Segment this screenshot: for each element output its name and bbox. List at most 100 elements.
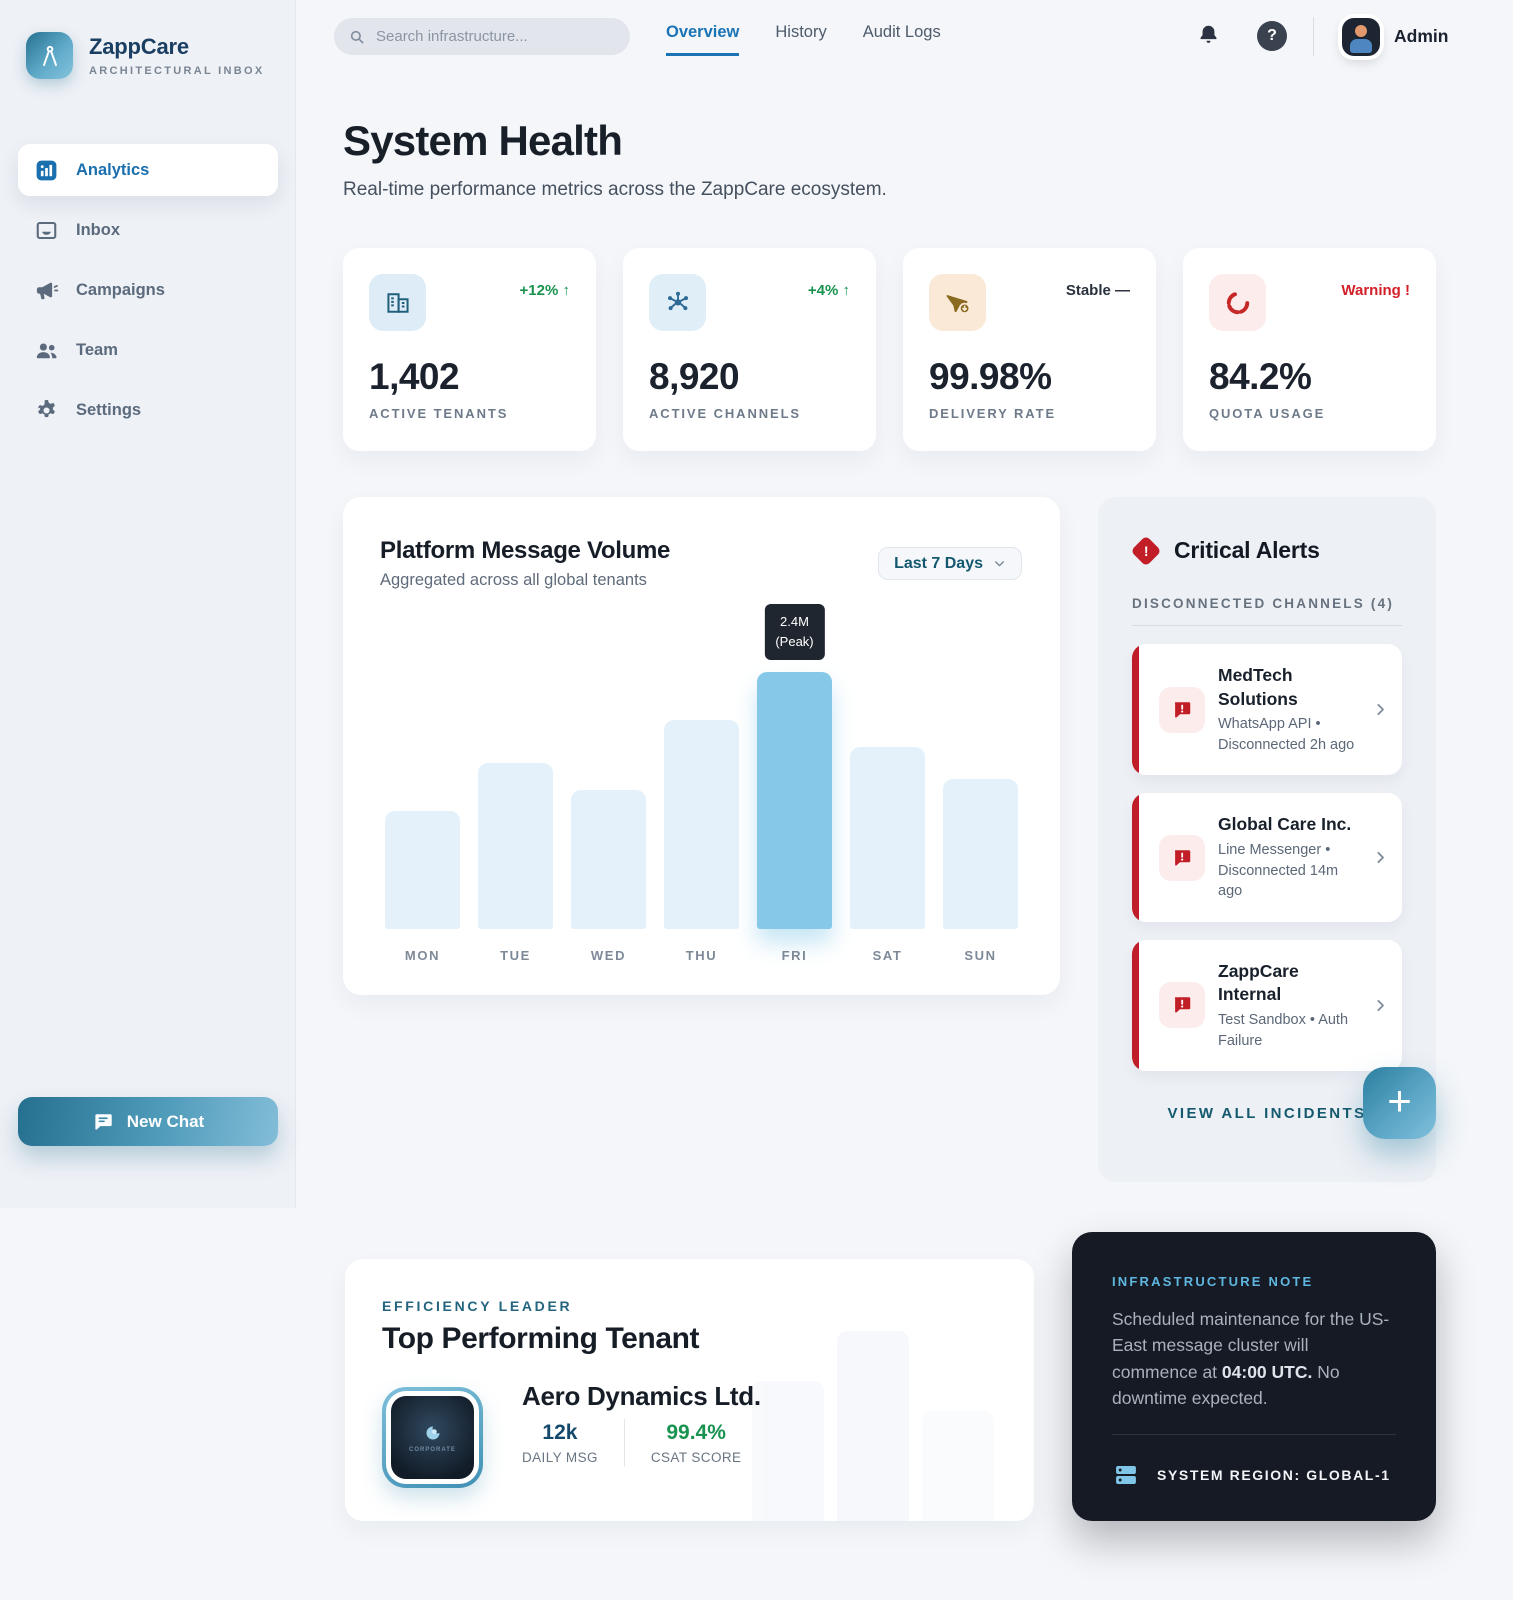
sidebar-item-label: Team	[76, 340, 118, 359]
users-icon	[34, 338, 59, 363]
sidebar-item-settings[interactable]: Settings	[18, 384, 278, 436]
tenant-title: Top Performing Tenant	[382, 1322, 700, 1355]
alert-card-zappcare-internal[interactable]: ZappCare Internal Test Sandbox • Auth Fa…	[1132, 939, 1402, 1072]
alert-card-global-care[interactable]: Global Care Inc. Line Messenger • Discon…	[1132, 793, 1402, 922]
stat-value: 8,920	[649, 356, 740, 397]
stat-label: DELIVERY RATE	[929, 406, 1057, 421]
new-chat-button[interactable]: New Chat	[18, 1097, 278, 1146]
compass-logo-icon	[26, 32, 73, 79]
system-region-label: SYSTEM REGION: GLOBAL-1	[1157, 1467, 1391, 1483]
alert-meta: Line Messenger • Disconnected 14m ago	[1218, 842, 1339, 900]
peak-tooltip: 2.4M (Peak)	[764, 603, 825, 660]
chevron-right-icon	[1372, 849, 1389, 866]
chart-bar-fri[interactable]	[757, 672, 832, 929]
header-tabs: Overview History Audit Logs	[666, 23, 941, 56]
tab-audit-logs[interactable]: Audit Logs	[862, 23, 941, 41]
tenant-logo-caption: CORPORATE	[409, 1446, 456, 1453]
note-region-row: SYSTEM REGION: GLOBAL-1	[1112, 1461, 1396, 1489]
chart-bar-sun[interactable]	[943, 779, 1018, 929]
page-title: System Health	[343, 117, 623, 164]
alert-title: Global Care Inc.	[1218, 814, 1352, 835]
chart-bar-mon[interactable]	[385, 811, 460, 929]
building-icon	[369, 274, 426, 331]
x-tick-label: TUE	[500, 948, 531, 963]
avatar[interactable]	[1342, 18, 1380, 56]
sidebar-nav: Analytics Inbox Campaigns Team Settings	[18, 144, 278, 444]
sidebar-item-campaigns[interactable]: Campaigns	[18, 264, 278, 316]
x-tick-label: MON	[404, 948, 441, 963]
bar-chart-plot: 2.4M (Peak)	[385, 603, 1018, 929]
stat-value: 84.2%	[1209, 356, 1312, 397]
x-tick-label: WED	[590, 948, 627, 963]
chart-bar-column	[943, 668, 1018, 929]
note-body: Scheduled maintenance for the US-East me…	[1112, 1309, 1390, 1408]
send-icon	[929, 274, 986, 331]
alert-meta: WhatsApp API • Disconnected 2h ago	[1218, 716, 1355, 753]
new-chat-label: New Chat	[126, 1111, 205, 1131]
note-kicker: INFRASTRUCTURE NOTE	[1112, 1274, 1314, 1289]
avatar-body	[1350, 39, 1372, 53]
metric-csat-score: 99.4% CSAT SCORE	[651, 1421, 742, 1465]
chart-title: Platform Message Volume	[380, 537, 671, 564]
tab-overview[interactable]: Overview	[666, 23, 740, 56]
sidebar: ZappCare ARCHITECTURAL INBOX Analytics I…	[0, 0, 296, 1208]
chart-bar-sat[interactable]	[850, 747, 925, 929]
search-bar	[334, 18, 630, 55]
chart-bar-tue[interactable]	[478, 763, 553, 929]
hub-icon	[649, 274, 706, 331]
x-tick-label: THU	[685, 948, 718, 963]
view-all-incidents-link[interactable]: VIEW ALL INCIDENTS	[1167, 1105, 1367, 1123]
chevron-down-icon	[993, 557, 1006, 570]
sidebar-item-label: Settings	[76, 400, 142, 419]
sidebar-item-analytics[interactable]: Analytics	[18, 144, 278, 196]
chart-x-axis-labels: MON TUE WED THU FRI SAT SUN	[385, 948, 1018, 963]
chart-subtitle: Aggregated across all global tenants	[380, 571, 647, 589]
metric-label: DAILY MSG	[522, 1450, 598, 1465]
tenant-logo: CORPORATE	[382, 1387, 483, 1488]
server-icon	[1112, 1461, 1140, 1489]
add-fab-button[interactable]: +	[1363, 1067, 1436, 1139]
chart-bar-column	[850, 668, 925, 929]
stat-label: ACTIVE TENANTS	[369, 406, 509, 421]
alert-meta: Test Sandbox • Auth Failure	[1218, 1012, 1349, 1049]
alert-card-medtech[interactable]: MedTech Solutions WhatsApp API • Disconn…	[1132, 644, 1402, 776]
help-icon[interactable]: ?	[1257, 21, 1287, 51]
megaphone-icon	[34, 278, 59, 303]
date-range-dropdown[interactable]: Last 7 Days	[878, 547, 1022, 580]
page-subtitle: Real-time performance metrics across the…	[343, 179, 887, 200]
sidebar-item-inbox[interactable]: Inbox	[18, 204, 278, 256]
stat-value: 1,402	[369, 356, 460, 397]
chat-alert-icon	[1159, 686, 1205, 733]
notifications-bell-icon[interactable]	[1196, 23, 1221, 48]
stat-card-quota-usage: Warning ! 84.2% QUOTA USAGE	[1183, 248, 1436, 451]
stat-trend: Stable —	[1065, 282, 1130, 299]
stat-value: 99.98%	[929, 356, 1052, 397]
tenant-name: Aero Dynamics Ltd.	[522, 1381, 761, 1411]
chart-bar-column	[664, 668, 739, 929]
sidebar-item-label: Campaigns	[76, 280, 165, 299]
brand-tagline: ARCHITECTURAL INBOX	[89, 65, 265, 77]
user-menu-label[interactable]: Admin	[1394, 26, 1449, 46]
x-tick-label: SAT	[872, 948, 903, 963]
stat-trend: Warning !	[1341, 282, 1410, 299]
gear-icon	[34, 398, 59, 423]
chart-bar-wed[interactable]	[571, 790, 646, 929]
chart-bar-thu[interactable]	[664, 720, 739, 929]
watermark-bars-decoration	[694, 1291, 1034, 1521]
inbox-icon	[34, 218, 59, 243]
sidebar-item-team[interactable]: Team	[18, 324, 278, 376]
alert-title: ZappCare Internal	[1218, 960, 1299, 1005]
alerts-section-label: DISCONNECTED CHANNELS (4)	[1132, 596, 1402, 626]
alert-diamond-icon: !	[1130, 534, 1162, 567]
sidebar-item-label: Analytics	[76, 160, 150, 179]
top-tenant-card: EFFICIENCY LEADER Top Performing Tenant …	[345, 1259, 1034, 1521]
avatar-head	[1355, 25, 1367, 37]
chevron-right-icon	[1372, 997, 1389, 1014]
tab-history[interactable]: History	[775, 23, 827, 41]
chart-bar-column	[385, 668, 460, 929]
search-input[interactable]	[376, 28, 616, 45]
chevron-right-icon	[1372, 701, 1389, 718]
peak-tooltip-label: (Peak)	[775, 633, 814, 649]
peak-tooltip-value: 2.4M	[780, 613, 809, 629]
chat-bubble-icon	[92, 1111, 114, 1133]
